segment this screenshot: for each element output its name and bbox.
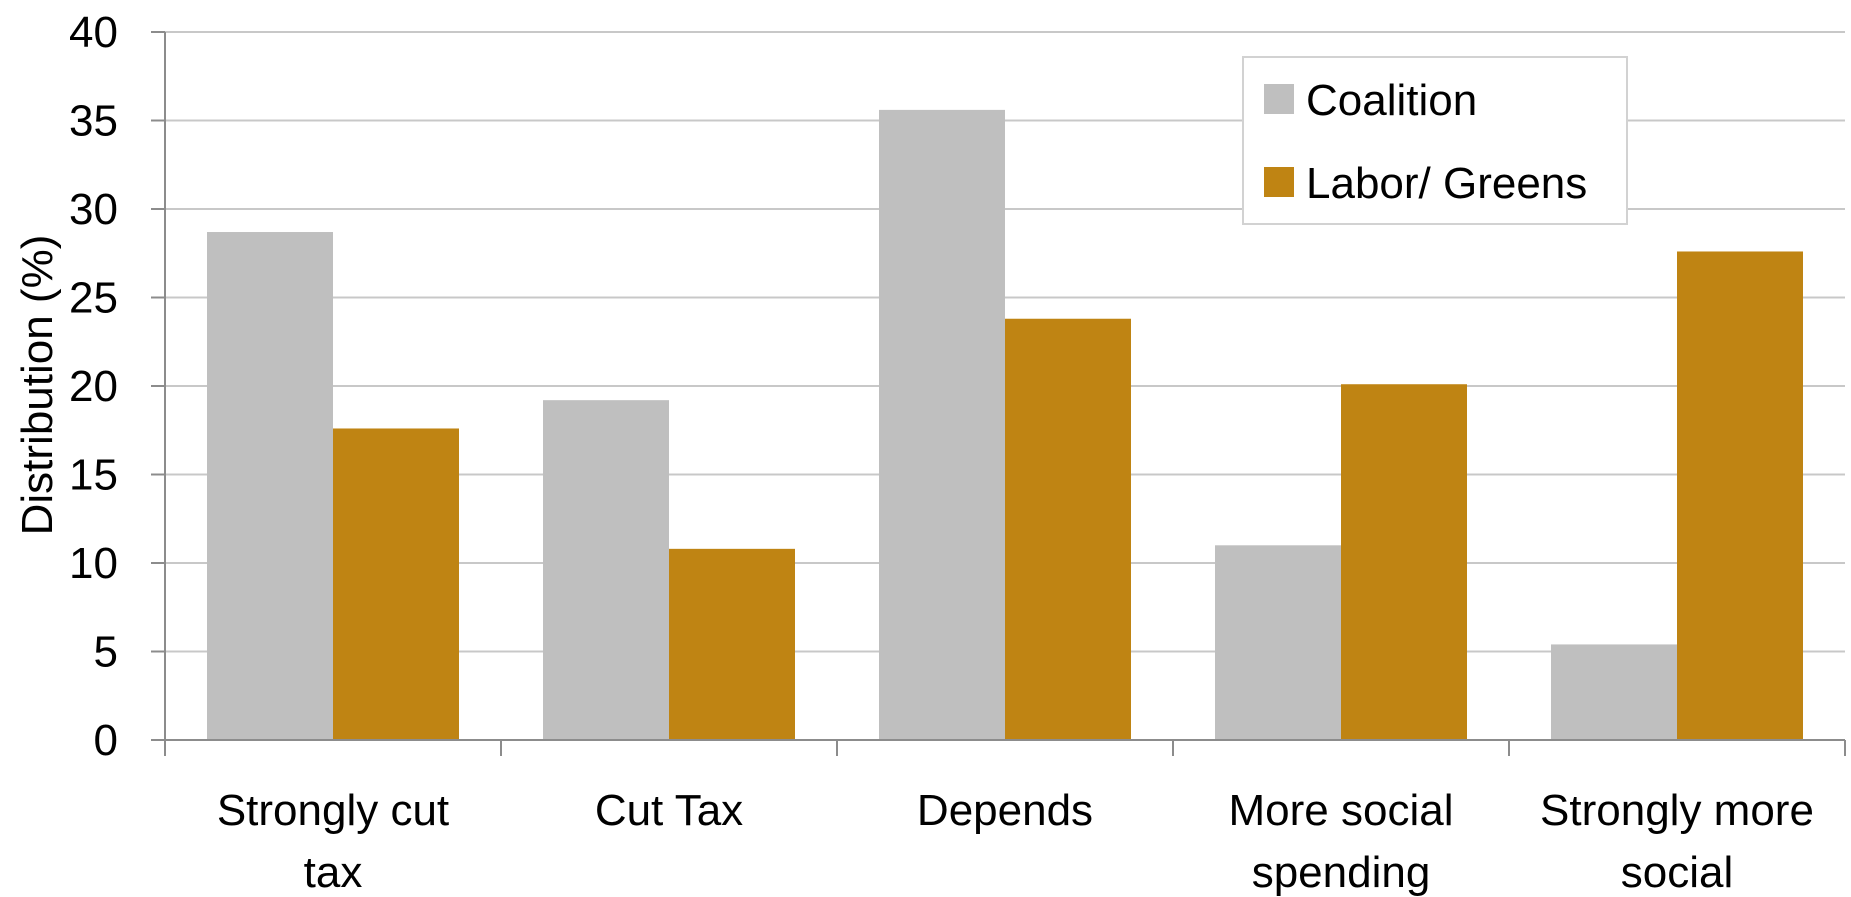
x-category-label: spending (1252, 848, 1431, 897)
legend-swatch (1264, 167, 1294, 197)
x-category-label: Strongly cut (217, 786, 449, 835)
x-category-label: Depends (917, 786, 1093, 835)
bar-coalition-1 (543, 400, 669, 740)
bar-coalition-3 (1215, 545, 1341, 740)
bar-labor-greens-1 (669, 548, 795, 740)
x-category-label: Cut Tax (595, 786, 743, 835)
y-tick-label: 40 (69, 8, 118, 57)
y-tick-label: 35 (69, 97, 118, 146)
bars (207, 109, 1803, 741)
y-tick-labels: 0 5 10 15 20 25 30 35 40 (69, 8, 118, 765)
y-tick-label: 20 (69, 362, 118, 411)
legend-label: Coalition (1306, 76, 1477, 125)
y-tick-label: 30 (69, 185, 118, 234)
y-axis-title: Distribution (%) (13, 235, 62, 536)
y-tick-label: 10 (69, 539, 118, 588)
bar-labor-greens-0 (333, 428, 459, 740)
y-tick-label: 15 (69, 451, 118, 500)
bar-labor-greens-4 (1677, 251, 1803, 741)
legend-box (1242, 56, 1628, 225)
y-tick-label: 5 (94, 628, 118, 677)
x-category-label: More social (1229, 786, 1454, 835)
x-category-label: Strongly more (1540, 786, 1814, 835)
legend-label: Labor/ Greens (1306, 159, 1587, 208)
x-category-labels: Strongly cut tax Cut Tax Depends More social… (217, 786, 1814, 897)
bar-labor-greens-3 (1341, 384, 1467, 740)
x-category-label: tax (304, 848, 363, 897)
bar-coalition-2 (879, 109, 1005, 740)
bar-labor-greens-2 (1005, 318, 1131, 740)
y-tick-label: 0 (94, 716, 118, 765)
bar-coalition-4 (1551, 644, 1677, 740)
legend: Coalition Labor/ Greens (1242, 56, 1628, 225)
axes (151, 31, 1846, 756)
x-category-label: social (1621, 848, 1734, 897)
legend-swatch (1264, 84, 1294, 114)
bar-coalition-0 (207, 232, 333, 740)
y-tick-label: 25 (69, 274, 118, 323)
